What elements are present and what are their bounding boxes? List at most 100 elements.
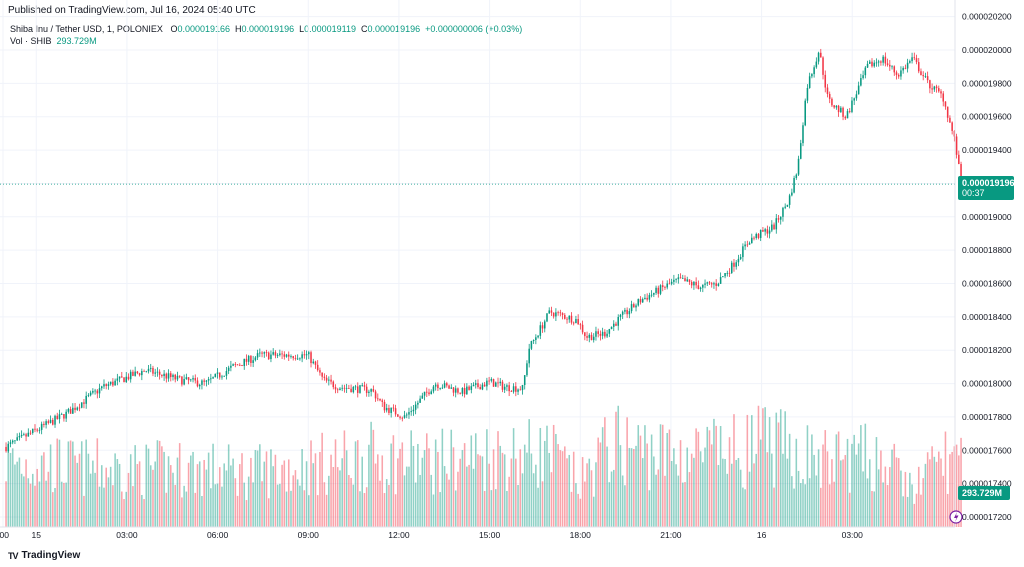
volume-bar <box>245 500 248 527</box>
candle-body <box>537 335 539 338</box>
volume-bar <box>682 482 684 527</box>
volume-bar <box>69 440 72 527</box>
volume-bar <box>893 443 896 527</box>
volume-bar <box>868 459 871 527</box>
volume-bar <box>143 499 145 527</box>
candle-body <box>287 354 290 357</box>
x-tick-label: 15:00 <box>479 530 501 540</box>
candle-body <box>900 70 902 77</box>
volume-bar <box>481 456 484 527</box>
candle-body <box>116 378 119 381</box>
volume-bar <box>178 443 181 527</box>
candle-body <box>374 391 377 399</box>
volume-bar <box>659 424 662 527</box>
volume-bar <box>822 444 824 527</box>
volume-bar <box>488 463 490 527</box>
symbol-title[interactable]: Shiba Inu / Tether USD, 1, POLONIEX <box>10 24 163 34</box>
volume-bar <box>446 473 448 527</box>
candle-body <box>675 279 677 280</box>
candle-body <box>149 367 152 369</box>
y-tick-label: 0.000017200 <box>962 512 1012 522</box>
candle-body <box>7 443 10 452</box>
candle-body <box>488 380 490 382</box>
volume-bar <box>688 472 691 527</box>
candle-body <box>791 192 793 196</box>
volume-bar <box>570 491 573 527</box>
y-tick-label: 0.000017600 <box>962 445 1012 455</box>
candle-body <box>635 305 637 308</box>
candle-body <box>265 352 268 353</box>
volume-bar <box>461 450 464 527</box>
candle-body <box>730 262 733 273</box>
volume-bar <box>490 490 493 527</box>
volume-bar <box>14 464 16 527</box>
volume-bar <box>926 452 929 527</box>
tradingview-logo[interactable]: TV TradingView <box>8 550 80 561</box>
volume-bar <box>87 453 90 527</box>
candle-body <box>426 391 428 393</box>
volume-bar <box>788 433 791 527</box>
candle-body <box>207 378 210 381</box>
volume-bar <box>837 431 840 527</box>
candle-body <box>940 91 942 94</box>
candle-body <box>78 407 81 409</box>
candle-body <box>123 377 125 383</box>
candle-body <box>495 382 497 387</box>
candle-body <box>673 279 675 282</box>
volume-bar <box>523 444 526 527</box>
volume-label[interactable]: Vol · SHIB <box>10 36 52 46</box>
candle-body <box>519 389 522 391</box>
volume-bar <box>448 479 450 527</box>
volume-bar <box>713 418 715 527</box>
volume-bar <box>884 466 887 527</box>
volume-bar <box>365 487 368 527</box>
candle-body <box>668 283 671 285</box>
volume-bar <box>352 484 355 527</box>
candle-body <box>695 281 697 286</box>
symbol-legend: Shiba Inu / Tether USD, 1, POLONIEX O0.0… <box>10 24 522 34</box>
candle-body <box>36 429 38 431</box>
candle-body <box>223 375 225 377</box>
candle-body <box>528 348 530 364</box>
candle-body <box>305 354 308 356</box>
candle-body <box>392 407 395 409</box>
x-tick-label: 09:00 <box>298 530 320 540</box>
candle-body <box>138 373 141 376</box>
candle-body <box>270 354 272 360</box>
candle-body <box>185 377 188 380</box>
candle-body <box>866 63 869 68</box>
last-volume-tag: 293.729M <box>958 486 1010 500</box>
candle-body <box>428 392 430 395</box>
candle-body <box>437 384 439 389</box>
volume-bar <box>161 446 163 527</box>
volume-bar <box>710 444 713 527</box>
volume-bar <box>909 472 911 527</box>
volume-bar <box>174 484 177 527</box>
volume-bar <box>343 430 346 527</box>
grid-lines <box>0 0 955 527</box>
volume-bar <box>668 429 671 527</box>
volume-bar <box>860 425 862 527</box>
candle-body <box>853 98 855 101</box>
candle-body <box>702 284 704 288</box>
candle-body <box>468 386 470 390</box>
volume-bar <box>45 480 47 527</box>
volume-bar <box>227 444 230 527</box>
candle-body <box>18 436 21 438</box>
candle-body <box>239 364 241 366</box>
volume-bar <box>728 437 731 527</box>
candle-body <box>141 371 143 376</box>
candle-body <box>552 312 555 317</box>
alert-icon[interactable] <box>949 510 963 524</box>
candle-body <box>515 386 517 392</box>
volume-bar <box>519 449 522 527</box>
volume-bar <box>808 478 811 527</box>
volume-bar <box>929 459 931 527</box>
candle-body <box>129 371 132 380</box>
volume-bar <box>757 405 760 527</box>
volume-bar <box>532 473 535 527</box>
candle-body <box>352 387 355 393</box>
volume-bar <box>530 453 533 527</box>
volume-bar <box>615 411 617 527</box>
